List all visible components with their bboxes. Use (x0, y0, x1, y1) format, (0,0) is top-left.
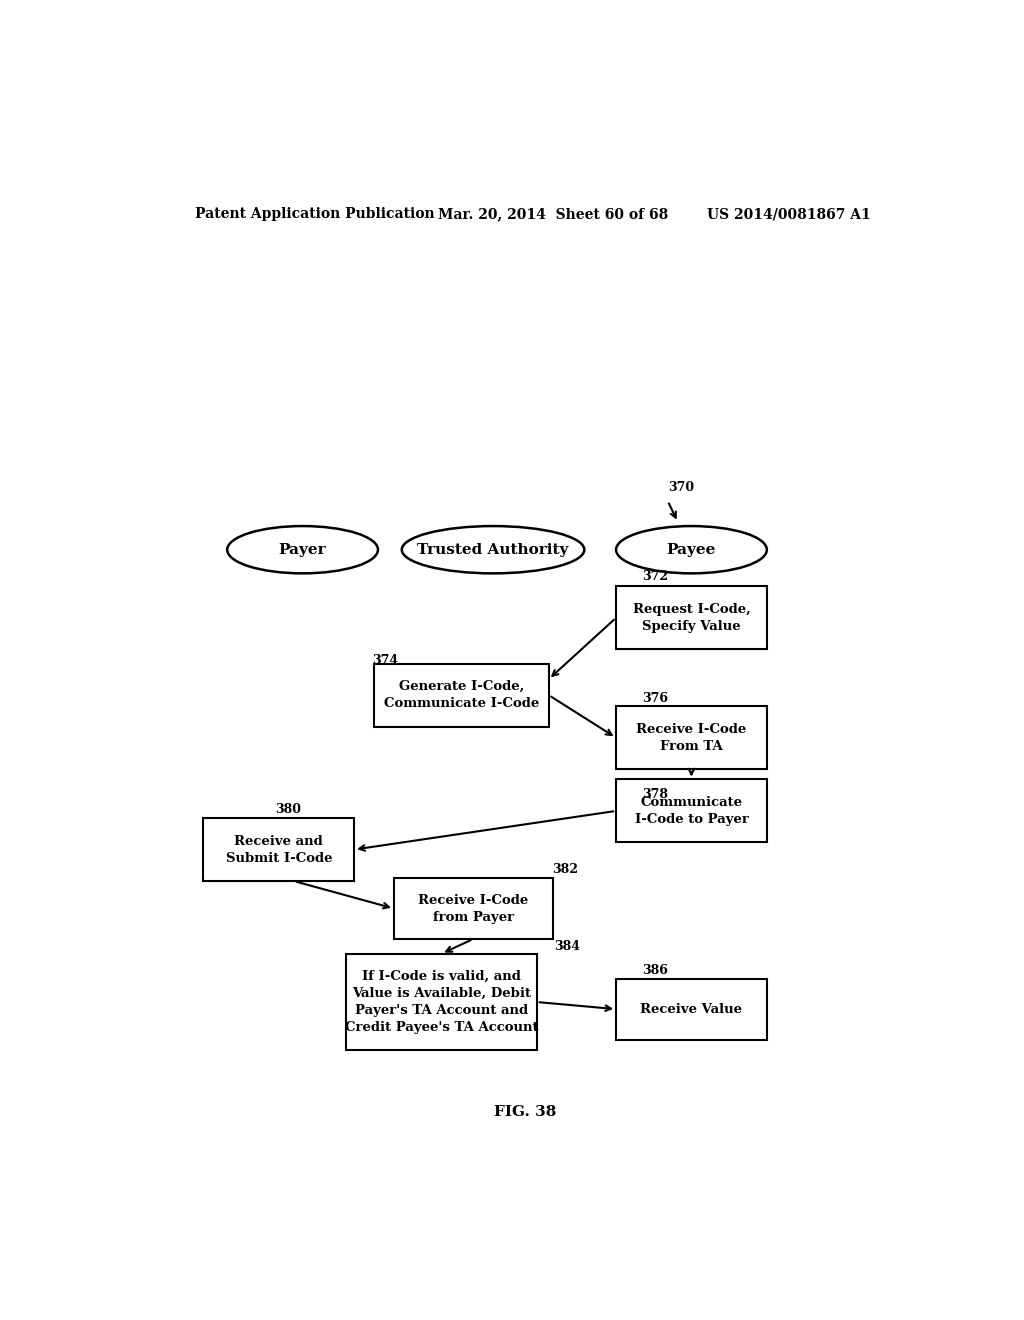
Text: US 2014/0081867 A1: US 2014/0081867 A1 (708, 207, 871, 222)
Text: Receive I-Code
From TA: Receive I-Code From TA (636, 723, 746, 752)
Bar (374, 664, 549, 726)
Text: 384: 384 (554, 940, 581, 953)
Ellipse shape (401, 527, 585, 573)
Text: Payer: Payer (279, 543, 327, 557)
Text: FIG. 38: FIG. 38 (494, 1105, 556, 1119)
Bar (616, 779, 767, 842)
Text: Receive Value: Receive Value (640, 1003, 742, 1015)
Text: 374: 374 (373, 653, 398, 667)
Text: 382: 382 (553, 863, 579, 876)
Text: 370: 370 (669, 480, 694, 494)
Ellipse shape (616, 527, 767, 573)
Text: If I-Code is valid, and
Value is Available, Debit
Payer's TA Account and
Credit : If I-Code is valid, and Value is Availab… (345, 970, 539, 1034)
Text: 386: 386 (642, 964, 668, 977)
Bar (394, 878, 553, 939)
Text: Communicate
I-Code to Payer: Communicate I-Code to Payer (635, 796, 749, 826)
Text: 378: 378 (642, 788, 669, 801)
Bar (616, 586, 767, 649)
Text: Mar. 20, 2014  Sheet 60 of 68: Mar. 20, 2014 Sheet 60 of 68 (437, 207, 668, 222)
Bar (616, 706, 767, 770)
Bar (616, 978, 767, 1040)
Text: Payee: Payee (667, 543, 716, 557)
Ellipse shape (227, 527, 378, 573)
Text: Patent Application Publication: Patent Application Publication (196, 207, 435, 222)
Text: 372: 372 (642, 570, 669, 583)
Text: Receive I-Code
from Payer: Receive I-Code from Payer (418, 894, 528, 924)
Text: Request I-Code,
Specify Value: Request I-Code, Specify Value (633, 603, 751, 632)
Text: Generate I-Code,
Communicate I-Code: Generate I-Code, Communicate I-Code (384, 680, 539, 710)
Bar (204, 818, 354, 880)
Text: 380: 380 (275, 803, 302, 816)
Text: 376: 376 (642, 692, 669, 705)
Text: Receive and
Submit I-Code: Receive and Submit I-Code (225, 834, 332, 865)
Bar (346, 954, 537, 1051)
Text: Trusted Authority: Trusted Authority (418, 543, 568, 557)
